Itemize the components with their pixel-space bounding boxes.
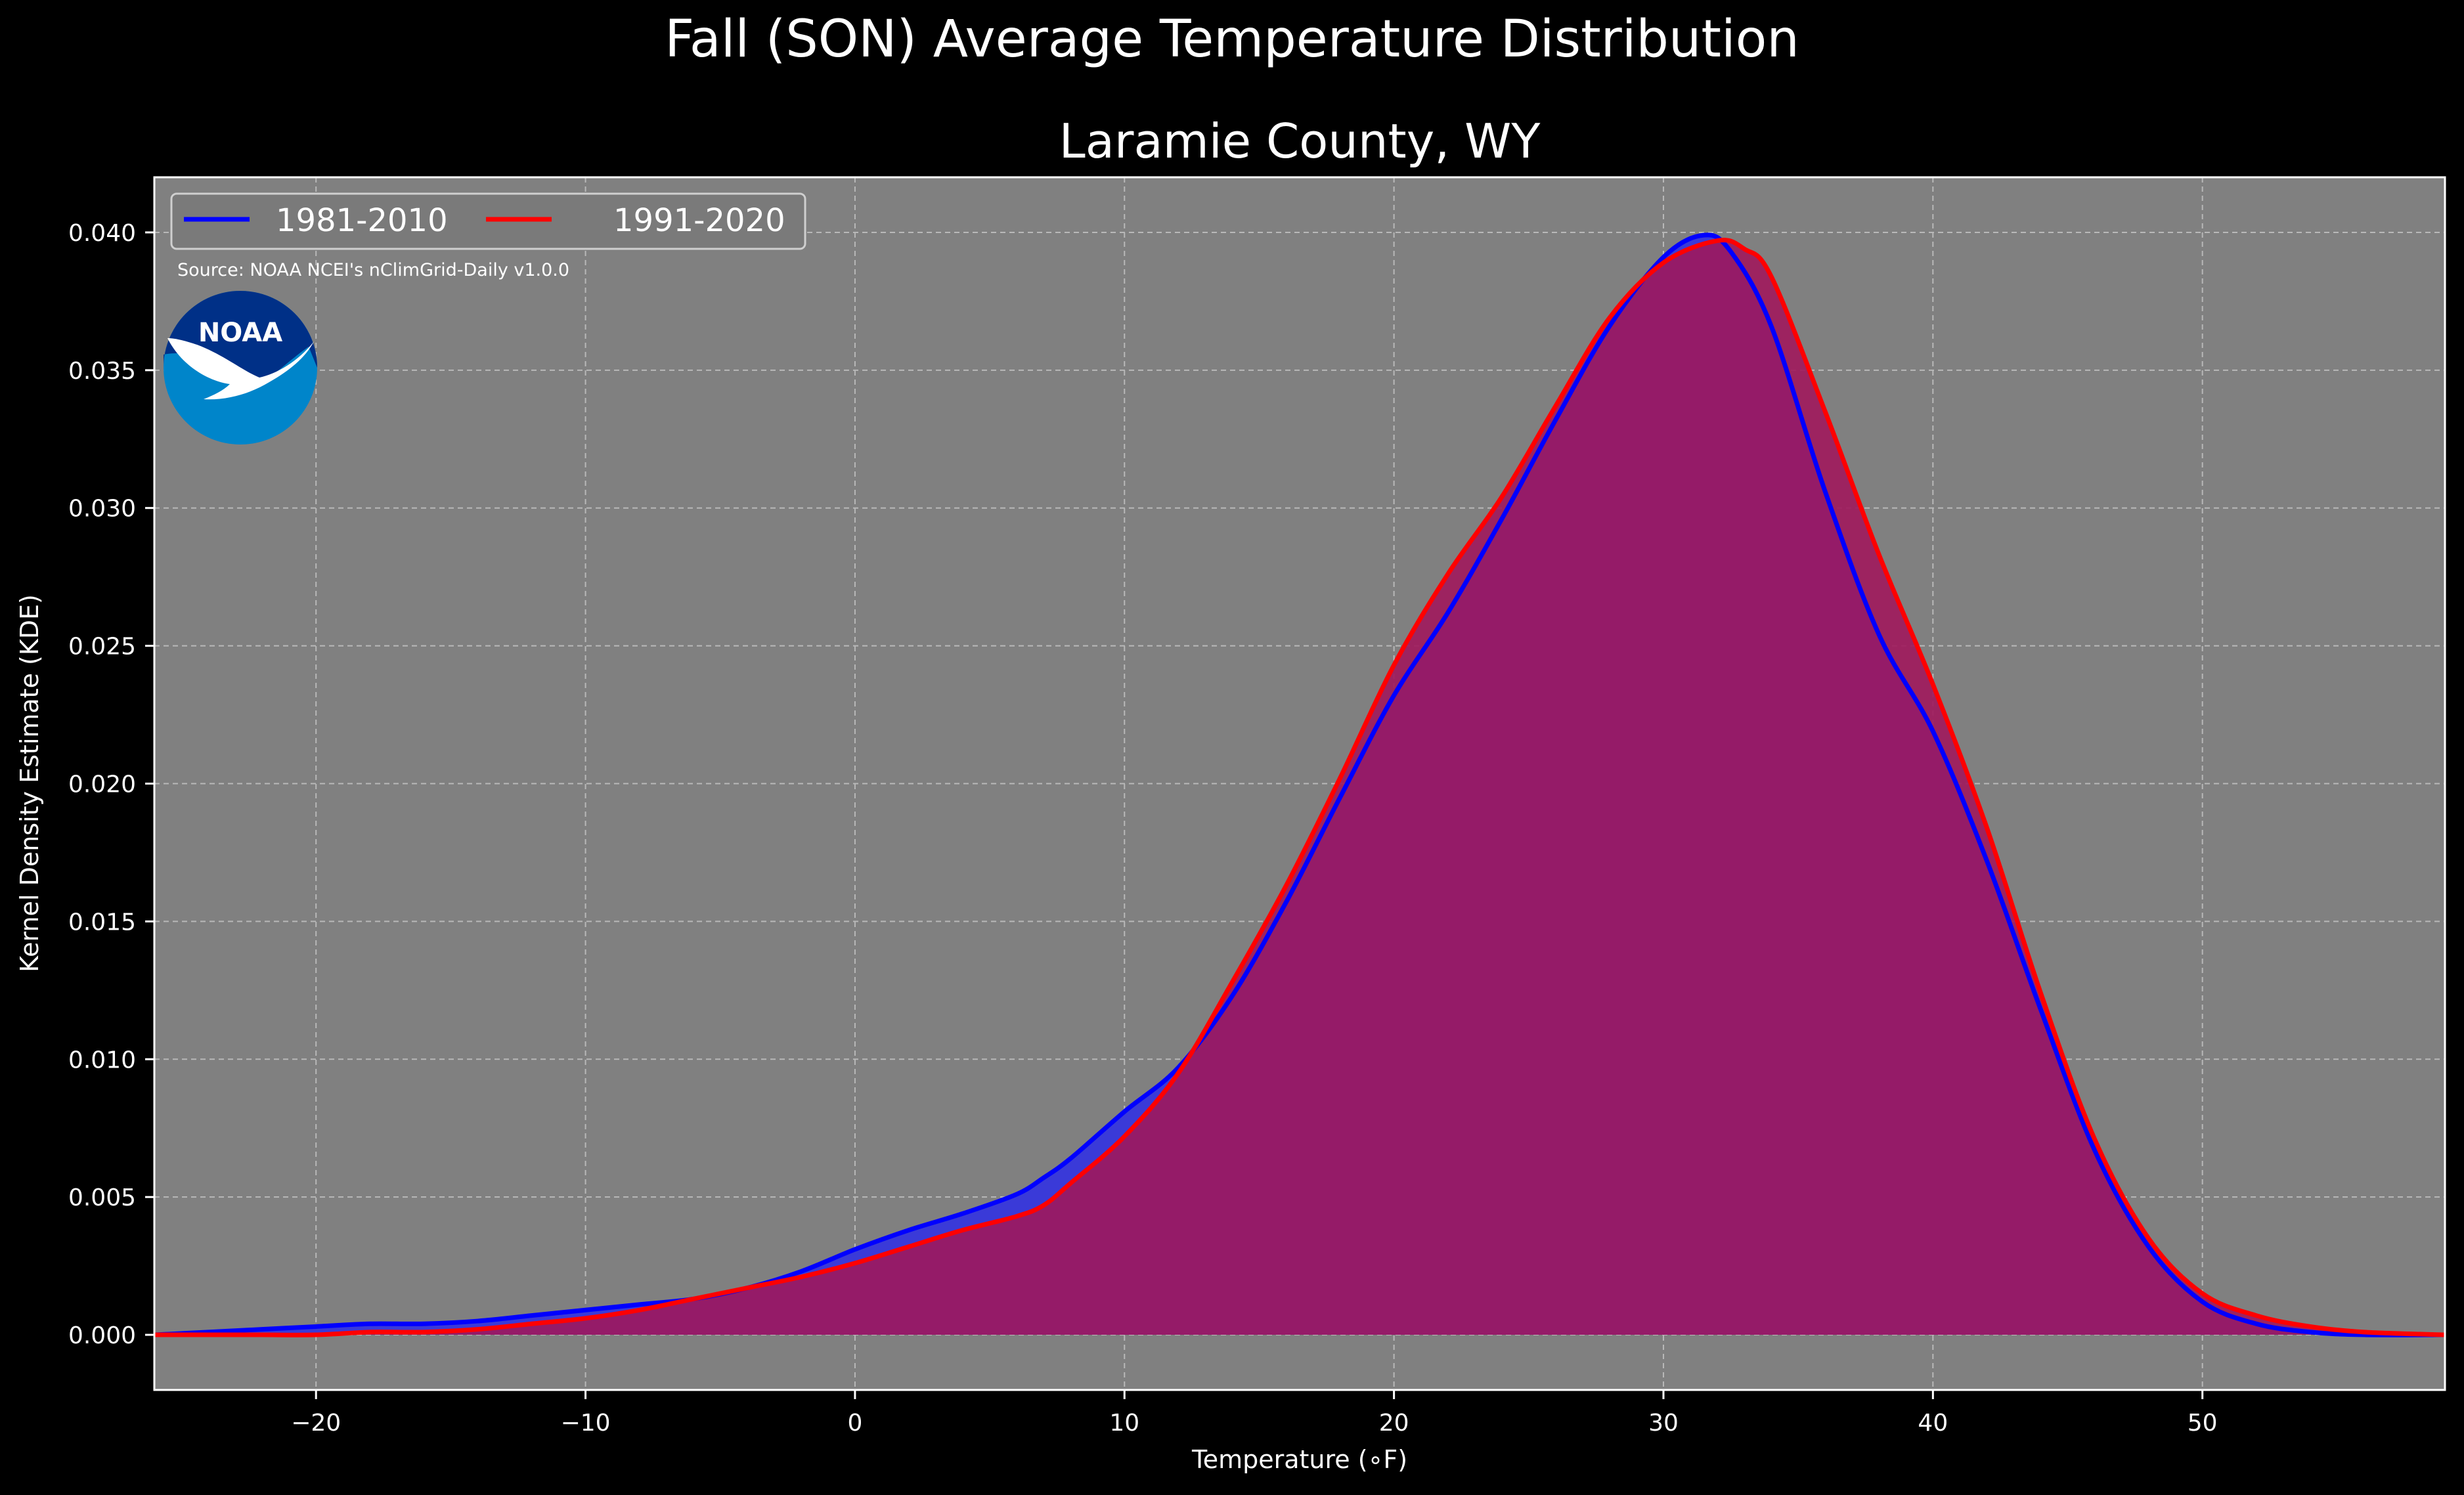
x-tick-label: 50 [2188,1410,2218,1437]
x-axis-ticks: −20 −10 0 10 20 30 40 50 [291,1390,2218,1437]
noaa-logo-text: NOAA [198,318,282,348]
x-axis-label: Temperature (∘F) [1191,1445,1407,1474]
y-tick-label: 0.015 [68,909,136,936]
chart-suptitle: Fall (SON) Average Temperature Distribut… [665,10,1799,69]
series-areas [154,234,2445,1335]
noaa-logo-top [164,291,317,384]
y-tick-label: 0.005 [68,1184,136,1211]
series-line-1981-2010 [154,232,2445,1337]
series-line-1991-2020 [154,238,2445,1337]
source-note: Source: NOAA NCEI's nClimGrid-Daily v1.0… [177,260,569,280]
y-axis-label: Kernel Density Estimate (KDE) [15,594,44,972]
legend-label-1991-2020: 1991-2020 [613,202,785,239]
y-tick-label: 0.025 [68,634,136,661]
y-tick-label: 0.010 [68,1047,136,1073]
y-tick-label: 0.035 [68,358,136,385]
y-axis-ticks: 0.000 0.005 0.010 0.015 0.020 0.025 0.030 0.035… [68,220,154,1349]
x-tick-label: −10 [561,1410,611,1437]
x-tick-label: 30 [1648,1410,1679,1437]
x-tick-label: −20 [291,1410,341,1437]
noaa-logo-gull [167,338,314,400]
y-tick-label: 0.000 [68,1322,136,1349]
chart-title: Laramie County, WY [1059,114,1541,169]
noaa-logo: NOAA [164,291,317,444]
x-tick-label: 40 [1918,1410,1948,1437]
y-tick-label: 0.040 [68,220,136,247]
series-lines [154,232,2445,1337]
y-tick-label: 0.030 [68,496,136,523]
x-tick-label: 10 [1109,1410,1139,1437]
x-tick-label: 0 [847,1410,862,1437]
x-tick-label: 20 [1379,1410,1409,1437]
legend: 1981-2010 1991-2020 [170,192,806,250]
y-tick-label: 0.020 [68,771,136,798]
legend-label-1981-2010: 1981-2010 [276,202,448,239]
series-area-1991-2020 [154,240,2445,1335]
